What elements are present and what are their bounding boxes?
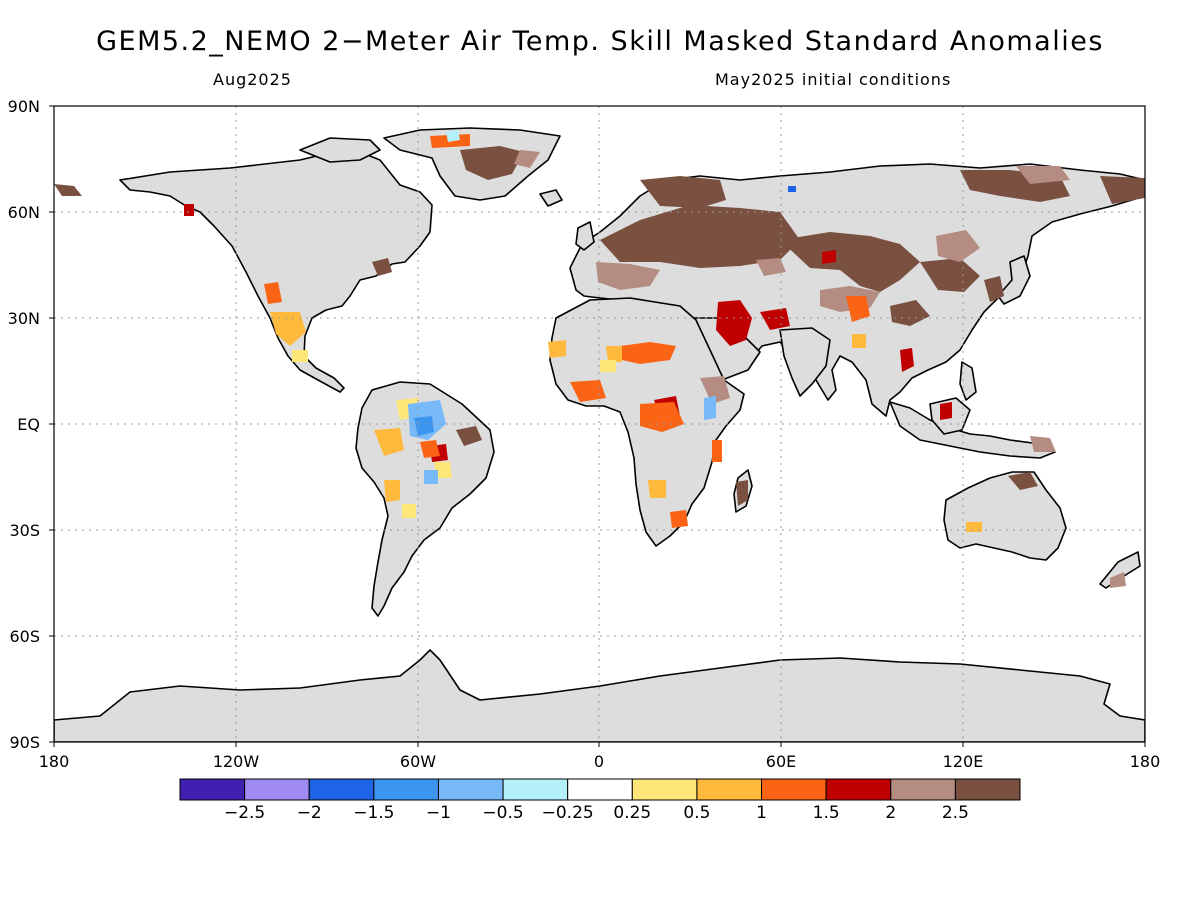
colorbar-label: 0.25 <box>613 803 651 823</box>
colorbar-label: −2.5 <box>224 803 265 823</box>
map-title: GEM5.2_NEMO 2−Meter Air Temp. Skill Mask… <box>96 26 1104 57</box>
latitude-labels: 90N 60N 30N EQ 30S 60S 90S <box>8 97 40 752</box>
colorbar-swatch <box>890 778 956 801</box>
land-masses <box>54 127 1145 742</box>
lat-label: 60N <box>8 203 40 222</box>
colorbar-label: −1.5 <box>353 803 394 823</box>
antarctica <box>54 649 1145 742</box>
colorbar-label: 1.5 <box>813 803 840 823</box>
initial-conditions-label: May2025 initial conditions <box>715 70 952 89</box>
colorbar-swatch <box>373 778 439 801</box>
colorbar-swatch <box>825 778 892 801</box>
colorbar-swatch <box>954 778 1021 801</box>
lat-label: 90N <box>8 97 40 116</box>
lat-label: 30S <box>9 521 40 540</box>
india <box>779 327 831 397</box>
lon-label: 180 <box>1130 752 1161 771</box>
australia <box>943 471 1067 561</box>
colorbar-swatch <box>761 778 827 801</box>
axis-ticks <box>49 105 1146 747</box>
graticule <box>54 106 1145 742</box>
british-isles <box>575 221 595 251</box>
colorbar-label: −0.25 <box>542 803 594 823</box>
colorbar: −2.5 −2 −1.5 −1 −0.5 −0.25 0.25 0.5 1 1.5 2 2.5 <box>179 778 1021 823</box>
colorbar-label: 0.5 <box>683 803 710 823</box>
colorbar-label: −0.5 <box>482 803 523 823</box>
lon-label: 60E <box>766 752 796 771</box>
colorbar-swatch <box>631 778 698 801</box>
colorbar-swatch <box>179 778 246 801</box>
japan <box>997 255 1031 305</box>
colorbar-label: −1 <box>426 803 451 823</box>
anomaly-regions-above-2.5 <box>54 146 1145 506</box>
colorbar-swatch <box>502 778 569 801</box>
colorbar-label: 2 <box>885 803 896 823</box>
longitude-labels: 180 120W 60W 0 60E 120E 180 <box>39 752 1161 771</box>
valid-period-label: Aug2025 <box>213 70 292 89</box>
lat-label: 30N <box>8 309 40 328</box>
colorbar-swatch <box>244 778 310 801</box>
colorbar-label: 2.5 <box>942 803 969 823</box>
anomaly-regions-0.5-to-1 <box>270 312 982 532</box>
colorbar-label: −2 <box>297 803 322 823</box>
colorbar-swatch <box>308 778 375 801</box>
philippines <box>959 361 977 401</box>
colorbar-swatch <box>696 778 763 801</box>
north-america <box>119 147 433 393</box>
lon-label: 120E <box>943 752 984 771</box>
lon-label: 60W <box>400 752 436 771</box>
lon-label: 180 <box>39 752 70 771</box>
colorbar-swatch <box>437 778 504 801</box>
lat-label: 60S <box>9 627 40 646</box>
lat-label: 90S <box>9 733 40 752</box>
lat-label: EQ <box>17 415 40 434</box>
colorbar-label: 1 <box>756 803 767 823</box>
negative-anomaly-regions <box>408 130 796 484</box>
iceland <box>539 189 563 207</box>
arctic-islands <box>299 137 381 163</box>
colorbar-swatch <box>567 778 633 801</box>
anomaly-regions-2-to-2.5 <box>514 150 1126 588</box>
lon-label: 120W <box>213 752 260 771</box>
lon-label: 0 <box>594 752 604 771</box>
map-area <box>54 106 1145 742</box>
